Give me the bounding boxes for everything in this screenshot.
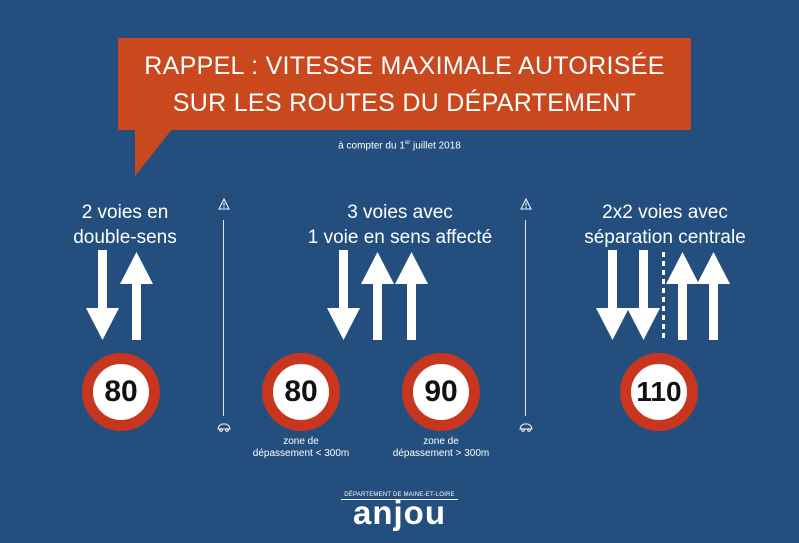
section-title-two-lanes: 2 voies en double-sens [73, 202, 177, 248]
lane-arrows-dual-carriageway [596, 250, 730, 340]
logo-department-label: DÉPARTEMENT DE MAINE-ET-LOIRE [341, 492, 458, 500]
arrow-up-icon [395, 252, 428, 340]
warning-triangle-icon [520, 198, 532, 210]
arrow-up-icon [697, 252, 730, 340]
divider-line [525, 220, 526, 416]
divider-line [223, 220, 224, 416]
arrow-down-icon [627, 250, 660, 340]
header-title-line1: RAPPEL : VITESSE MAXIMALE AUTORISÉE [144, 52, 665, 80]
divider-left [217, 198, 231, 438]
car-icon [217, 423, 231, 432]
speech-bubble-tail [135, 128, 173, 176]
arrow-up-icon [361, 252, 394, 340]
warning-triangle-icon [218, 198, 230, 210]
arrow-down-icon [596, 250, 629, 340]
car-icon [519, 423, 533, 432]
sign-note-overtaking-long: zone de dépassement > 300m [392, 436, 490, 459]
header-banner: RAPPEL : VITESSE MAXIMALE AUTORISÉE SUR … [118, 38, 691, 130]
section-title-dual-carriageway: 2x2 voies avec séparation centrale [584, 202, 746, 248]
speed-limit-sign-80: 80 [262, 353, 340, 431]
header-title-line2: SUR LES ROUTES DU DÉPARTEMENT [172, 89, 637, 117]
arrow-up-icon [666, 252, 699, 340]
central-separator [662, 252, 665, 338]
section-title-three-lanes: 3 voies avec 1 voie en sens affecté [307, 202, 493, 248]
speed-limit-sign-110: 110 [620, 353, 698, 431]
lane-arrows-three-lanes [327, 250, 428, 340]
lane-arrows-two-lanes [86, 250, 153, 340]
arrow-down-icon [86, 250, 119, 340]
arrow-up-icon [120, 252, 153, 340]
effective-date: à compter du 1er juillet 2018 [338, 140, 461, 152]
speed-limit-sign-90: 90 [402, 353, 480, 431]
arrow-down-icon [327, 250, 360, 340]
divider-right [519, 198, 533, 438]
sign-note-overtaking-short: zone de dépassement < 300m [252, 436, 350, 459]
speed-limit-sign-80: 80 [82, 353, 160, 431]
anjou-logo: anjou [353, 494, 446, 531]
